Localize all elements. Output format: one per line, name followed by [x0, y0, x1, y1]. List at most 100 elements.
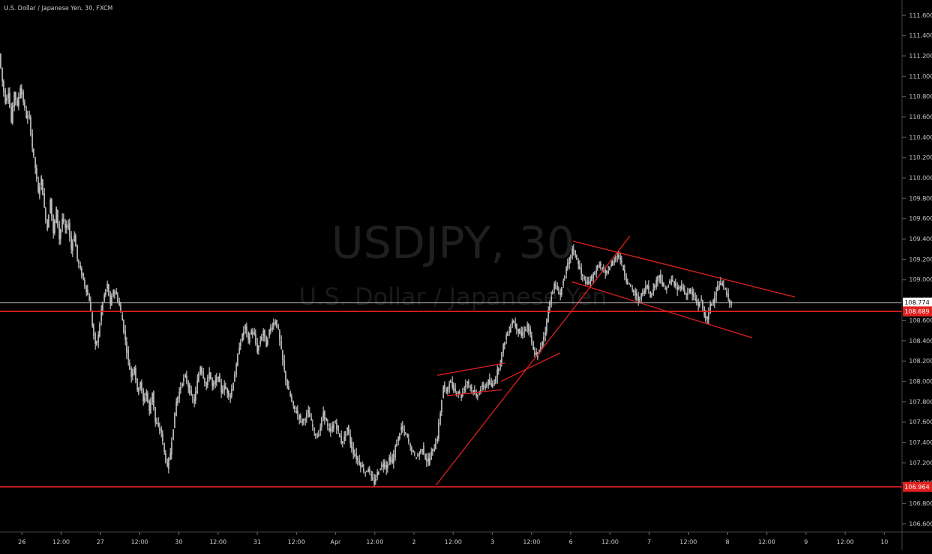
candle-body: [580, 267, 582, 275]
candle-body: [270, 327, 272, 332]
candle-body: [711, 303, 713, 306]
candle-body: [379, 468, 381, 470]
candle-body: [15, 92, 17, 100]
candle-body: [300, 415, 302, 419]
candle-body: [457, 392, 459, 394]
candle-body: [285, 371, 287, 381]
candle-body: [60, 229, 62, 239]
candle-body: [337, 425, 339, 432]
horizontal-levels[interactable]: [0, 302, 902, 488]
candle-body: [273, 322, 275, 327]
candle-body: [63, 218, 65, 222]
candle-body: [111, 296, 113, 306]
current-price-label: 108.774: [905, 300, 930, 307]
candle-body: [238, 347, 240, 355]
candle-body: [354, 454, 356, 456]
candle-body: [231, 389, 233, 397]
candle-body: [232, 382, 234, 390]
candle-body: [324, 410, 326, 419]
candle-body: [586, 281, 588, 283]
candle-body: [502, 344, 504, 354]
candle-body: [460, 394, 462, 398]
candle-body: [247, 332, 249, 340]
candle-body: [277, 326, 279, 329]
candle-body: [487, 379, 489, 386]
candle-body: [450, 379, 452, 383]
candle-body: [309, 413, 311, 418]
candle-body: [292, 401, 294, 406]
trendline-drawings[interactable]: [435, 235, 796, 486]
candle-body: [318, 434, 320, 436]
time-tick-label: 2: [412, 539, 416, 546]
candle-body: [168, 458, 170, 469]
candle-body: [676, 287, 678, 291]
candle-body: [375, 478, 377, 482]
candle-body: [391, 459, 393, 463]
candle-body: [454, 388, 456, 392]
time-tick-label: 30: [175, 539, 183, 546]
candle-body: [73, 235, 75, 241]
candle-body: [640, 293, 642, 299]
candle-body: [493, 383, 495, 384]
candle-body: [363, 468, 365, 472]
candle-body: [72, 242, 74, 252]
candle-body: [447, 387, 449, 392]
candle-body: [24, 101, 26, 108]
candle-body: [408, 439, 410, 443]
candle-body: [406, 434, 408, 437]
watermark-symbol: USDJPY, 30: [331, 218, 574, 269]
candle-body: [340, 436, 342, 444]
candle-body: [528, 323, 530, 331]
candle-body: [658, 275, 660, 278]
candle-body: [177, 396, 179, 403]
candle-body: [522, 332, 524, 336]
price-tick-label: 110.400: [909, 134, 932, 141]
candle-body: [67, 225, 69, 227]
candle-body: [420, 449, 422, 453]
candle-body: [181, 383, 183, 386]
candle-body: [484, 386, 486, 389]
candle-body: [693, 293, 695, 297]
time-tick-label: 6: [569, 539, 573, 546]
chart-title: U.S. Dollar / Japanese Yen, 30, FXCM: [4, 5, 113, 12]
candle-body: [514, 322, 516, 327]
candle-body: [661, 280, 663, 286]
candle-body: [117, 295, 119, 302]
time-tick-label: 12:00: [288, 539, 305, 546]
price-tick-label: 111.400: [909, 33, 932, 40]
price-axis[interactable]: 111.600 111.400 111.200 111.000 110.800 110.6…: [901, 0, 932, 550]
candle-body: [517, 329, 519, 333]
candle-body: [291, 396, 293, 402]
candle-body: [609, 267, 611, 271]
candle-body: [210, 372, 212, 379]
candle-body: [276, 319, 278, 327]
candle-body: [151, 392, 153, 403]
candle-body: [286, 380, 288, 388]
candle-body: [187, 381, 189, 388]
candle-body: [718, 286, 720, 287]
candle-body: [19, 87, 21, 99]
candle-body: [666, 287, 668, 290]
candle-body: [330, 428, 332, 432]
time-tick-label: 12:00: [209, 539, 226, 546]
candle-body: [133, 367, 135, 374]
candle-body: [18, 97, 20, 107]
candle-body: [616, 256, 618, 257]
time-tick-label: 7: [647, 539, 651, 546]
candle-body: [102, 302, 104, 312]
candle-body: [720, 282, 722, 286]
falling-channel-upper-line: [572, 240, 796, 298]
candle-body: [424, 454, 426, 459]
candle-body: [282, 350, 284, 361]
candle-body: [97, 334, 99, 343]
candle-body: [198, 374, 200, 382]
candle-body: [27, 115, 29, 118]
candle-body: [682, 287, 684, 289]
candle-body: [349, 434, 351, 444]
candle-body: [390, 456, 392, 463]
time-axis[interactable]: 26 12:00 27 12:00 30 12:00 31 12:00 Apr 12:00 2 12:…: [0, 531, 932, 546]
candle-body: [430, 451, 432, 460]
candle-body: [559, 292, 561, 295]
